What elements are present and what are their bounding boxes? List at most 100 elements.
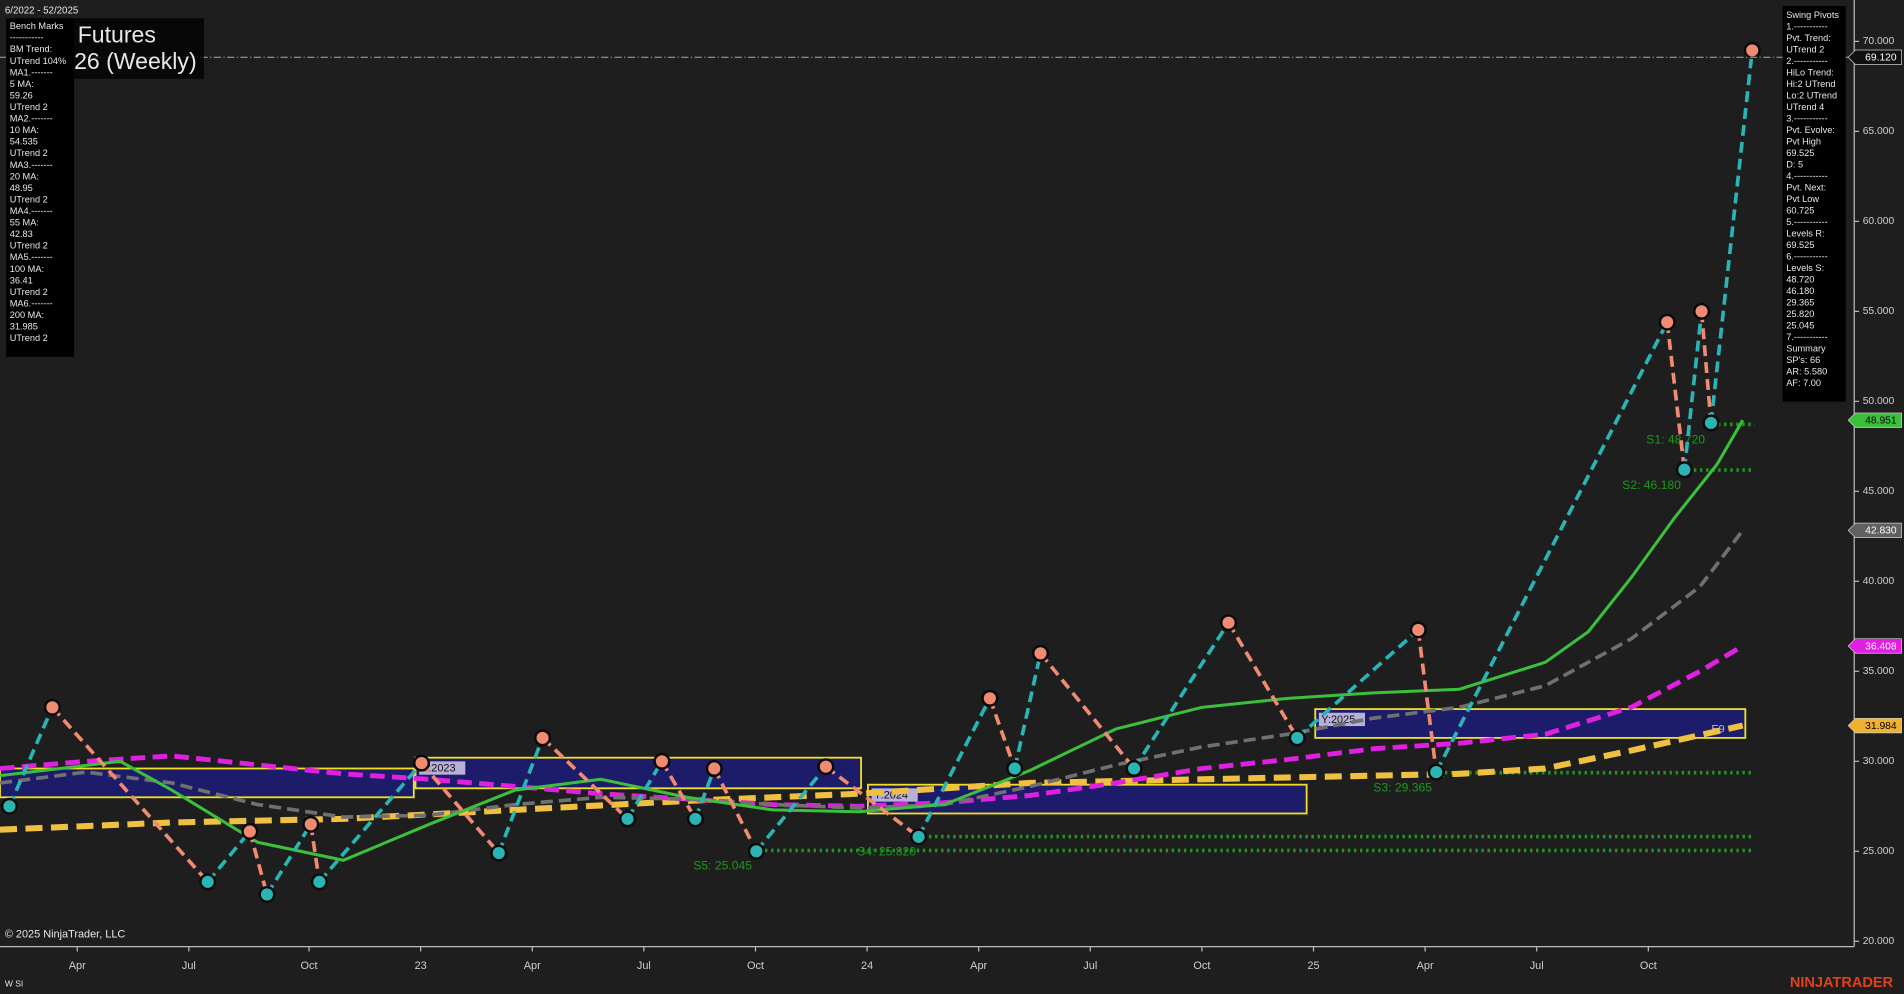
swing-high	[1743, 41, 1761, 59]
price-tag	[1847, 717, 1902, 734]
swing-leg	[497, 737, 545, 854]
x-tick-label: Apr	[69, 960, 86, 972]
benchmark-line: Bench Marks	[10, 21, 64, 31]
swing-leg	[1295, 628, 1420, 740]
swing-low	[1006, 759, 1024, 777]
benchmark-line: MA6.-------	[10, 298, 53, 308]
swing-leg	[1416, 629, 1439, 773]
benchmark-line: 36.41	[10, 275, 33, 285]
swing-high	[413, 754, 431, 772]
benchmark-line: UTrend 2	[10, 148, 48, 158]
swing-pivot-line: 60.725	[1786, 206, 1814, 216]
swing-leg	[988, 697, 1017, 770]
swing-high	[1220, 614, 1238, 632]
price-tag	[1847, 49, 1902, 65]
date-range: 6/2022 - 52/2025	[5, 5, 78, 16]
swing-pivot-line: D: 5	[1786, 160, 1803, 170]
swing-pivot-line: AF: 7.00	[1786, 378, 1821, 388]
benchmark-line: BM Trend:	[10, 44, 53, 54]
swing-pivot-line: Levels S:	[1786, 263, 1824, 273]
benchmark-line: 48.95	[10, 183, 33, 193]
y-tick-label: 45.000	[1863, 486, 1895, 497]
moving-average	[0, 643, 1744, 809]
x-tick-label: Jul	[637, 960, 651, 972]
moving-average	[0, 529, 1745, 819]
swing-low	[258, 885, 276, 903]
swing-low	[1427, 763, 1445, 781]
swing-pivot-line: 69.525	[1786, 148, 1814, 158]
swing-low	[686, 810, 704, 828]
chart-title: Futures	[78, 22, 156, 48]
yearly-range-box	[1314, 708, 1747, 739]
benchmark-line: 10 MA:	[10, 125, 39, 135]
benchmark-line: UTrend 2	[10, 194, 48, 204]
benchmark-panel	[6, 18, 75, 357]
swing-leg	[1682, 311, 1704, 470]
swing-high	[43, 698, 61, 716]
copyright: © 2025 NinjaTrader, LLC	[5, 928, 126, 940]
benchmark-line: 5 MA:	[10, 79, 34, 89]
swing-pivot-line: SP's: 66	[1786, 355, 1820, 365]
swing-leg	[317, 761, 423, 884]
swing-pivot-line: 29.365	[1786, 298, 1814, 308]
title-box	[72, 18, 204, 79]
price-tag-label: 69.120	[1865, 53, 1897, 64]
benchmark-line: UTrend 2	[10, 102, 48, 112]
overlay: 6/2022 - 52/2025 Futures 26 (Weekly) © 2…	[5, 5, 1902, 991]
swing-leg	[1039, 652, 1136, 770]
price-tag-label: 36.408	[1865, 641, 1897, 652]
x-tick-label: Oct	[1640, 960, 1657, 972]
swing-high	[1658, 313, 1676, 331]
swing-leg	[754, 765, 828, 853]
swing-pivot-line: Hi:2 UTrend	[1786, 79, 1835, 89]
price-tag	[1847, 412, 1902, 428]
swing-pivot-line: Swing Pivots	[1786, 10, 1839, 20]
swing-pivot-line: Pvt. Next:	[1786, 183, 1826, 193]
yearly-range-tag	[419, 761, 466, 775]
x-tick-label: 25	[1307, 960, 1319, 972]
swing-pivot-line: 48.720	[1786, 275, 1814, 285]
swing-pivot-line: Lo:2 UTrend	[1786, 91, 1837, 101]
yearly-range-label: Y:2025	[1321, 714, 1355, 726]
benchmark-line: UTrend 2	[10, 241, 48, 251]
swing-pivot-line: Pvt Low	[1786, 194, 1819, 204]
x-tick-label: Apr	[1417, 960, 1434, 972]
swing-leg	[541, 736, 629, 821]
swing-high	[241, 822, 259, 840]
support-level-label: S3: 29.365	[1373, 781, 1432, 795]
swing-pivot-line: 4.-----------	[1786, 171, 1827, 181]
swing-pivot-line: 1.-----------	[1786, 22, 1827, 32]
benchmark-line: MA1.-------	[10, 67, 53, 77]
swing-low	[1288, 729, 1306, 747]
x-tick-label: Oct	[1193, 960, 1210, 972]
swing-pivot-line: 7.-----------	[1786, 332, 1827, 342]
x-tick-label: 24	[861, 960, 873, 972]
swing-leg	[51, 706, 210, 884]
swing-leg	[420, 761, 501, 855]
benchmark-line: MA3.-------	[10, 160, 53, 170]
y-tick-label: 55.000	[1863, 306, 1895, 317]
swing-high	[534, 729, 552, 747]
y-tick-label: 70.000	[1863, 36, 1895, 47]
swing-pivot-line: 2.-----------	[1786, 56, 1827, 66]
benchmark-line: 54.535	[10, 137, 38, 147]
y-tick-label: 60.000	[1863, 216, 1895, 227]
price-tag	[1847, 522, 1902, 539]
y-tick-label: 35.000	[1863, 666, 1895, 677]
swing-low	[619, 810, 637, 828]
swing-pivot-line: 46.180	[1786, 286, 1814, 296]
y-tick-label: 25.000	[1863, 846, 1895, 857]
swing-leg	[1226, 621, 1299, 739]
x-tick-label: Apr	[524, 960, 541, 972]
swing-leg	[1709, 50, 1755, 424]
benchmark-line: 100 MA:	[10, 264, 44, 274]
swing-low	[1702, 414, 1720, 432]
swing-pivot-line: Pvt High	[1786, 137, 1821, 147]
chart-subtitle: 26 (Weekly)	[74, 48, 197, 74]
y-tick-label: 20.000	[1863, 936, 1895, 947]
swing-pivot-line: Pvt. Trend:	[1786, 33, 1831, 43]
